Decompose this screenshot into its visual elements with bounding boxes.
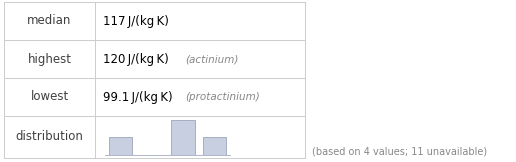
Bar bbox=[203, 137, 226, 155]
Text: distribution: distribution bbox=[15, 131, 84, 144]
Text: median: median bbox=[27, 15, 72, 28]
Text: 99.1 J/(kg K): 99.1 J/(kg K) bbox=[103, 91, 173, 104]
Text: (actinium): (actinium) bbox=[185, 54, 238, 64]
Text: 117 J/(kg K): 117 J/(kg K) bbox=[103, 15, 169, 28]
Text: highest: highest bbox=[27, 52, 72, 65]
Text: (based on 4 values; 11 unavailable): (based on 4 values; 11 unavailable) bbox=[312, 147, 487, 157]
Text: 120 J/(kg K): 120 J/(kg K) bbox=[103, 52, 169, 65]
Text: lowest: lowest bbox=[30, 91, 69, 104]
Bar bbox=[171, 120, 195, 155]
Bar bbox=[109, 137, 132, 155]
Text: (protactinium): (protactinium) bbox=[185, 92, 260, 102]
